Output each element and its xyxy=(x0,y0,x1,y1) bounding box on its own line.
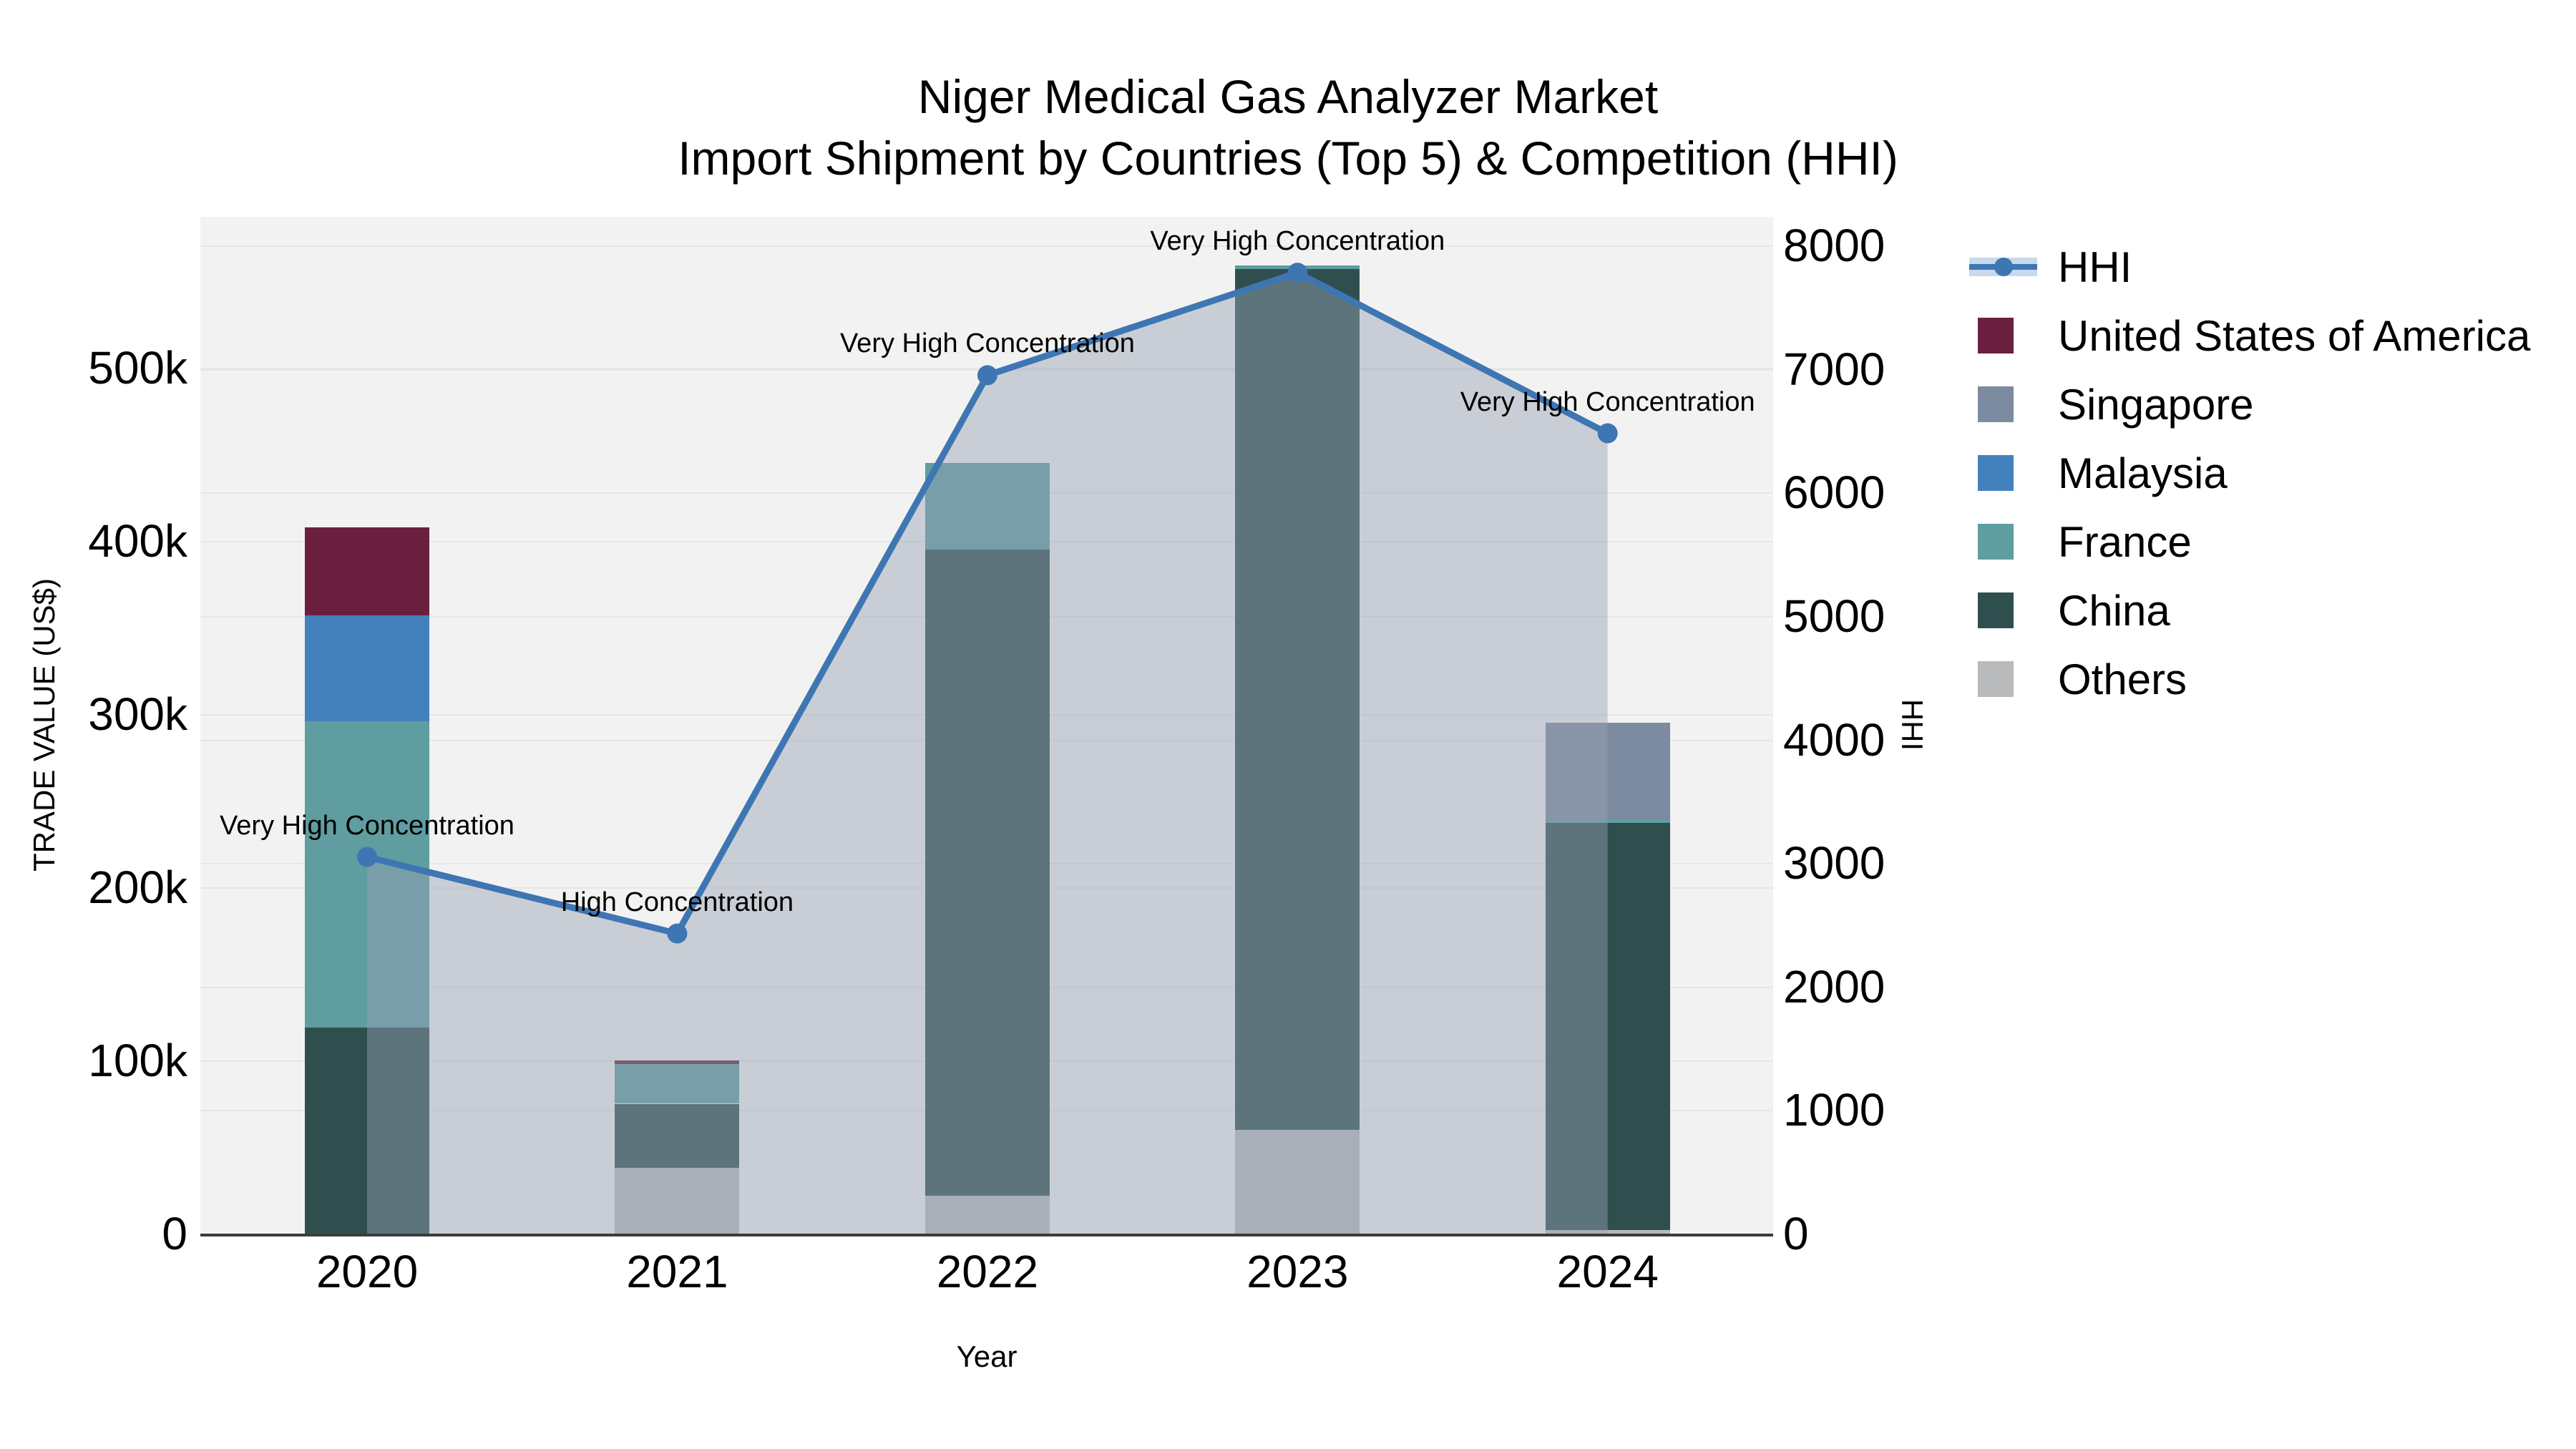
plot-area: Very High Concentration High Concentratio… xyxy=(200,217,1773,1236)
bar-segment-2024-china[interactable] xyxy=(1545,823,1670,1231)
y-right-tick-4000: 4000 xyxy=(1783,713,1885,766)
bar-segment-2022-china[interactable] xyxy=(924,550,1050,1196)
hhi-annotation-2021: High Concentration xyxy=(560,887,794,917)
y-left-tick-500k: 500k xyxy=(88,342,187,394)
bar-segment-2021-china[interactable] xyxy=(615,1103,740,1169)
chart-title-line1: Niger Medical Gas Analyzer Market xyxy=(917,70,1659,123)
bar-segment-2023-china[interactable] xyxy=(1235,269,1360,1130)
legend-swatch-icon xyxy=(1969,318,2038,353)
hhi-line-swatch xyxy=(1969,256,2037,278)
y-right-tick-0: 0 xyxy=(1783,1208,1809,1259)
legend-color-square xyxy=(1978,318,2014,353)
hhi-annotation-2023: Very High Concentration xyxy=(1150,226,1445,257)
y-left-tick-300k: 300k xyxy=(88,688,187,740)
legend-swatch-icon xyxy=(1969,592,2038,628)
y-left-tick-400k: 400k xyxy=(88,515,187,567)
legend-swatch-icon xyxy=(1969,455,2038,491)
bar-segment-2020-malaysia[interactable] xyxy=(305,615,429,721)
x-tick-2022: 2022 xyxy=(936,1246,1039,1297)
legend-item-united-states-of-america[interactable]: United States of America xyxy=(1969,301,2530,370)
hhi-swatch-dot xyxy=(1994,258,2013,276)
chart-title: Niger Medical Gas Analyzer Market Import… xyxy=(0,66,2576,189)
y-left-tick-200k: 200k xyxy=(88,862,187,913)
legend-item-singapore[interactable]: Singapore xyxy=(1969,370,2530,439)
hhi-annotation-2020: Very High Concentration xyxy=(220,810,514,841)
hhi-point-2023[interactable] xyxy=(1287,263,1308,283)
bar-segment-2024-singapore[interactable] xyxy=(1545,723,1670,820)
y-right-tick-6000: 6000 xyxy=(1783,467,1885,519)
y-right-tick-2000: 2000 xyxy=(1783,960,1885,1013)
legend-item-china[interactable]: China xyxy=(1969,576,2530,645)
bar-segment-2020-united-states-of-america[interactable] xyxy=(305,527,429,616)
bar-segment-2022-france[interactable] xyxy=(924,463,1050,550)
legend-label: HHI xyxy=(2058,243,2132,291)
legend-color-square xyxy=(1978,661,2014,697)
bar-segment-2020-china[interactable] xyxy=(305,1028,429,1234)
legend-swatch-icon xyxy=(1969,386,2038,422)
hhi-point-2021[interactable] xyxy=(667,923,688,944)
y-left-axis-title: TRADE VALUE (US$) xyxy=(27,578,61,872)
y-right-tick-8000: 8000 xyxy=(1783,220,1885,272)
legend-label: France xyxy=(2058,517,2192,566)
hhi-point-2024[interactable] xyxy=(1597,423,1618,444)
x-tick-2021: 2021 xyxy=(626,1246,728,1297)
y-right-tick-1000: 1000 xyxy=(1783,1084,1885,1136)
bar-segment-2022-others[interactable] xyxy=(924,1195,1050,1234)
x-tick-2020: 2020 xyxy=(316,1246,419,1297)
hhi-point-2020[interactable] xyxy=(357,847,377,867)
bar-segment-2021-france[interactable] xyxy=(615,1063,740,1104)
legend-label: Others xyxy=(2058,655,2187,703)
gridline-hhi-8000 xyxy=(200,245,1773,248)
legend-swatch-icon xyxy=(1969,524,2038,560)
legend-color-square xyxy=(1978,386,2014,422)
hhi-annotation-2024: Very High Concentration xyxy=(1460,386,1755,417)
y-right-tick-7000: 7000 xyxy=(1783,343,1885,395)
bar-segment-2020-france[interactable] xyxy=(305,721,429,1028)
y-left-tick-100k: 100k xyxy=(88,1035,187,1086)
legend-color-square xyxy=(1978,455,2014,491)
legend-color-square xyxy=(1978,592,2014,628)
legend-label: United States of America xyxy=(2058,311,2531,360)
legend-color-square xyxy=(1978,524,2014,560)
legend-item-malaysia[interactable]: Malaysia xyxy=(1969,439,2530,507)
hhi-area-fill xyxy=(367,273,1608,1234)
legend-swatch-icon xyxy=(1969,661,2038,697)
hhi-line-layer xyxy=(357,263,1618,1234)
bar-segment-2024-france[interactable] xyxy=(1545,819,1670,824)
x-axis-title: Year xyxy=(956,1340,1018,1373)
x-tick-2023: 2023 xyxy=(1246,1246,1349,1297)
bar-segment-2023-others[interactable] xyxy=(1235,1129,1360,1234)
bar-segment-2021-others[interactable] xyxy=(615,1168,740,1234)
bar-segment-2024-others[interactable] xyxy=(1545,1230,1670,1234)
legend-item-hhi[interactable]: HHI xyxy=(1969,233,2530,301)
hhi-point-2022[interactable] xyxy=(977,365,997,386)
legend-label: Singapore xyxy=(2058,380,2254,429)
hhi-line-swatch-icon xyxy=(1969,256,2038,278)
legend-label: China xyxy=(2058,586,2170,635)
y-right-tick-5000: 5000 xyxy=(1783,590,1885,642)
bar-segment-2021-united-states-of-america[interactable] xyxy=(615,1060,740,1064)
legend-item-others[interactable]: Others xyxy=(1969,645,2530,713)
y-left-tick-0: 0 xyxy=(162,1208,187,1259)
y-right-tick-3000: 3000 xyxy=(1783,837,1885,889)
hhi-annotation-2022: Very High Concentration xyxy=(839,328,1135,359)
chart-title-line2: Import Shipment by Countries (Top 5) & C… xyxy=(678,132,1898,185)
y-right-axis-title: HHI xyxy=(1896,698,1929,751)
x-tick-2024: 2024 xyxy=(1556,1246,1659,1297)
legend-label: Malaysia xyxy=(2058,449,2228,497)
legend-item-france[interactable]: France xyxy=(1969,507,2530,576)
legend: HHI United States of America Singapore Mala… xyxy=(1969,233,2530,713)
